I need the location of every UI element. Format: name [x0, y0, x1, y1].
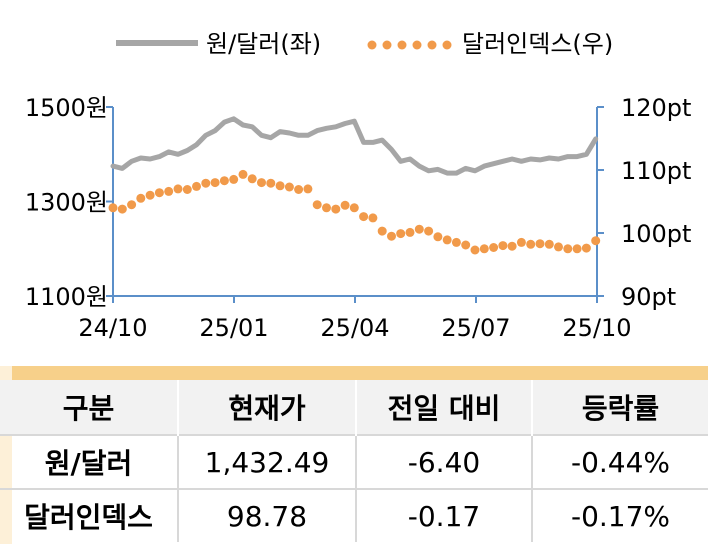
dollar-index-point [312, 200, 322, 210]
dollar-index-point [526, 239, 536, 249]
table-row: 원/달러 1,432.49 -6.40 -0.44% [0, 434, 708, 489]
quote-table-section: 구분 현재가 전일 대비 등락률 원/달러 1,432.49 -6.40 -0.… [0, 366, 708, 544]
dollar-index-point [405, 227, 415, 237]
legend-dot [397, 40, 407, 50]
legend-label-usdkrw: 원/달러(좌) [206, 30, 321, 58]
dollar-index-point [424, 226, 434, 236]
legend-dot [367, 40, 377, 50]
chart-legend: 원/달러(좌) 달러인덱스(우) [116, 30, 613, 58]
dollar-index-point [266, 178, 276, 188]
dollar-index-point [507, 241, 517, 251]
cell-change-dxy: -0.17 [356, 488, 533, 542]
dollar-index-point [581, 243, 591, 253]
legend-dot [427, 40, 437, 50]
dollar-index-point [117, 204, 127, 214]
dollar-index-point [331, 204, 341, 214]
dollar-index-point [136, 193, 146, 203]
header-price: 현재가 [178, 380, 357, 435]
dollar-index-point [182, 185, 192, 194]
dollar-index-point [257, 178, 266, 188]
dollar-index-point [451, 237, 461, 247]
dollar-index-point [229, 174, 239, 184]
cell-rate-usdkrw: -0.44% [532, 434, 708, 489]
legend-dot [442, 40, 452, 50]
right-axis-tick-label: 120pt [621, 94, 691, 122]
x-axis-tick-label: 24/10 [78, 314, 147, 342]
dollar-index-point [535, 239, 545, 249]
header-change-rate: 등락률 [532, 380, 708, 435]
dollar-index-point [238, 169, 248, 179]
dollar-index-point [127, 200, 137, 210]
dollar-index-point [201, 178, 211, 188]
dollar-index-point [284, 182, 294, 192]
dollar-index-point [442, 235, 452, 245]
dollar-index-point [498, 241, 508, 251]
cell-rate-dxy: -0.17% [532, 488, 708, 542]
table-band [12, 366, 708, 380]
dollar-index-point [572, 244, 582, 254]
row-label-dxy: 달러인덱스 [0, 488, 179, 542]
legend-swatch-dxy [367, 40, 452, 50]
dollar-index-point [387, 231, 396, 241]
dollar-index-point [563, 244, 573, 254]
chart-axes: 1500원 1300원 1100원 120pt 110pt 100pt 90pt 24/10 2… [25, 94, 692, 342]
cell-change-usdkrw: -6.40 [356, 434, 533, 489]
row-label-usdkrw: 원/달러 [0, 434, 179, 489]
dollar-index-point [247, 174, 257, 184]
dollar-index-point [516, 237, 526, 247]
left-axis-tick-label: 1500원 [25, 94, 108, 122]
x-axis-tick-label: 25/10 [562, 314, 631, 342]
dollar-index-point [377, 226, 387, 236]
dollar-index-point [145, 190, 155, 200]
dollar-index-point [303, 184, 313, 194]
dollar-index-point [554, 242, 563, 252]
dollar-index-point [108, 203, 118, 213]
legend-label-dxy: 달러인덱스(우) [462, 30, 613, 58]
series-dollar-index [108, 169, 601, 255]
dollar-index-point [322, 203, 331, 213]
x-axis-tick-label: 25/01 [199, 314, 268, 342]
left-axis-tick-label: 1100원 [25, 283, 108, 311]
dollar-index-point [294, 185, 304, 194]
dollar-index-point [173, 184, 183, 194]
quote-table: 구분 현재가 전일 대비 등락률 원/달러 1,432.49 -6.40 -0.… [0, 380, 708, 542]
dollar-index-point [275, 181, 285, 191]
dollar-index-point [210, 178, 220, 188]
dollar-index-point [414, 224, 424, 234]
dollar-index-point [470, 245, 480, 255]
dollar-index-point [479, 244, 489, 254]
dollar-index-point [164, 186, 174, 196]
dollar-index-point [154, 188, 164, 198]
left-axis-tick-label: 1300원 [25, 189, 108, 217]
legend-dot [412, 40, 422, 50]
legend-dot [382, 40, 392, 50]
dollar-index-point [368, 213, 378, 223]
dollar-index-point [340, 200, 350, 210]
series-usdkrw [110, 116, 599, 176]
x-axis-tick-label: 25/04 [320, 314, 389, 342]
dollar-index-point [489, 243, 499, 252]
exchange-rate-chart: 원/달러(좌) 달러인덱스(우) 1500원 1300원 1100원 120pt 110… [25, 30, 692, 342]
dollar-index-point [544, 239, 554, 249]
right-axis-tick-label: 110pt [621, 157, 691, 185]
header-change: 전일 대비 [356, 380, 533, 435]
cell-price-dxy: 98.78 [178, 488, 357, 542]
x-axis-tick-label: 25/07 [441, 314, 510, 342]
table-header-row: 구분 현재가 전일 대비 등락률 [0, 380, 708, 435]
usdkrw-line [110, 116, 599, 176]
dollar-index-point [461, 240, 471, 250]
right-axis-tick-label: 100pt [621, 220, 691, 248]
cell-price-usdkrw: 1,432.49 [178, 434, 357, 489]
dollar-index-point [396, 229, 406, 239]
dollar-index-point [433, 232, 443, 242]
table-row: 달러인덱스 98.78 -0.17 -0.17% [0, 488, 708, 542]
dollar-index-point [591, 236, 601, 246]
right-axis-tick-label: 90pt [621, 283, 676, 311]
dollar-index-point [192, 181, 201, 191]
header-category: 구분 [0, 380, 179, 435]
dollar-index-point [219, 176, 229, 186]
dollar-index-point [359, 212, 369, 222]
dollar-index-point [349, 203, 359, 213]
